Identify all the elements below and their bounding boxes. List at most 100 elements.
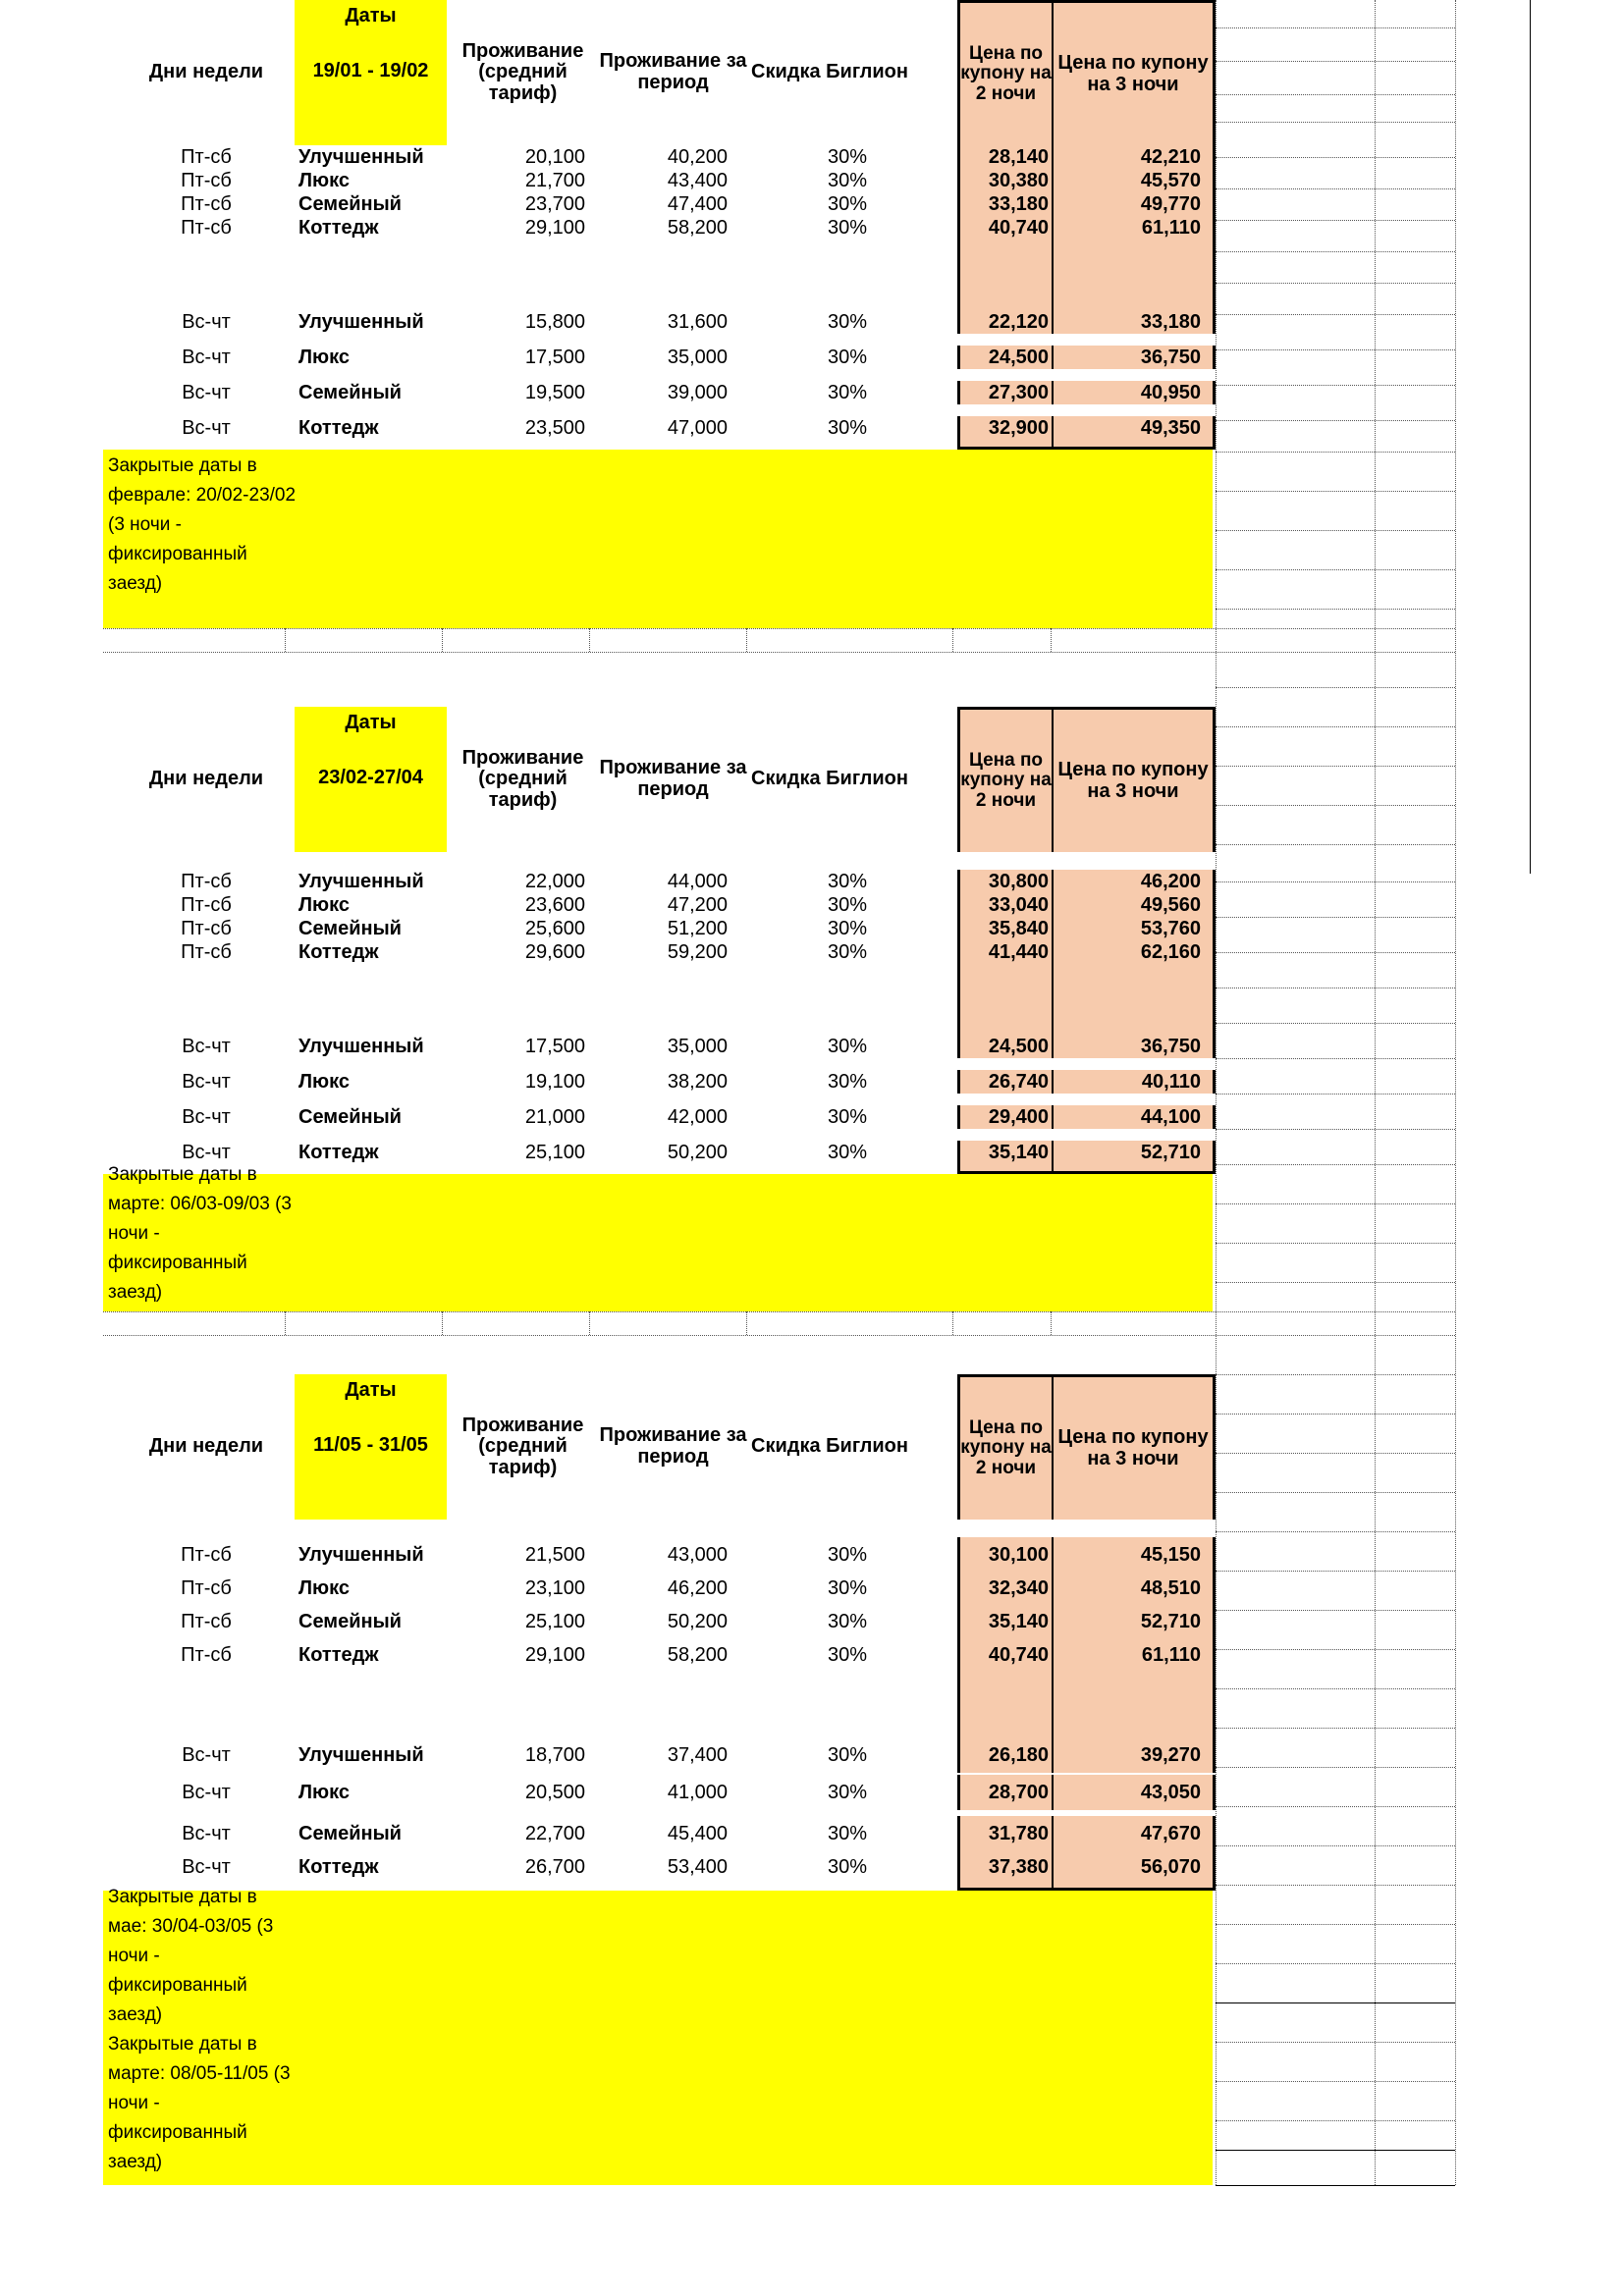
header-discount: Скидка Биглион <box>751 1435 908 1458</box>
grid-row-line <box>1216 2185 1455 2186</box>
cell-days: Вс-чт <box>182 417 231 439</box>
table-row: Пт-сб Улучшенный 21,500 43,000 30% 30,10… <box>0 1537 1623 1573</box>
grid-row-line <box>1216 420 1455 421</box>
cell-avg: 29,600 <box>524 941 585 963</box>
cell-discount: 30% <box>827 1577 867 1599</box>
cell-coupon2: 24,500 <box>957 346 1054 369</box>
cell-coupon2: 27,300 <box>957 381 1054 404</box>
cell-coupon3: 62,160 <box>1054 940 1216 964</box>
cell-discount: 30% <box>827 1611 867 1632</box>
grid-row-line <box>1216 1414 1455 1415</box>
grid-col-line <box>1455 0 1456 2185</box>
grid-col-line <box>589 1311 590 1335</box>
cell-discount: 30% <box>827 170 867 191</box>
coupon3-band-filler <box>1054 240 1216 310</box>
grid-row-line <box>1216 61 1455 62</box>
cell-coupon3: 49,350 <box>1054 416 1216 440</box>
cell-room: Коттедж <box>298 1856 379 1878</box>
cell-coupon3: 44,100 <box>1054 1105 1216 1129</box>
grid-row-line <box>1216 917 1455 918</box>
grid-row-line <box>1216 530 1455 531</box>
grid-col-line <box>746 628 747 652</box>
cell-avg: 22,700 <box>524 1823 585 1844</box>
grid-row-line <box>1216 1885 1455 1886</box>
cell-coupon3: 52,710 <box>1054 1141 1216 1164</box>
cell-discount: 30% <box>827 894 867 916</box>
block-2-dates-value: 23/02-27/04 <box>318 766 423 788</box>
cell-coupon2: 40,740 <box>957 1637 1054 1673</box>
header-coupon-3-nights: Цена по купону на 3 ночи <box>1054 707 1216 852</box>
header-avg-tariff: Проживание (средний тариф) <box>461 1414 584 1478</box>
table-row: Пт-сб Улучшенный 22,000 44,000 30% 30,80… <box>0 870 1623 893</box>
cell-coupon3: 47,670 <box>1054 1816 1216 1851</box>
table-row: Вс-чт Коттедж 25,100 50,200 30% 35,140 5… <box>0 1141 1623 1164</box>
grid-col-line <box>589 628 590 652</box>
cell-period: 51,200 <box>667 918 728 939</box>
cell-discount: 30% <box>827 1644 867 1666</box>
grid-row-line <box>1216 609 1455 610</box>
cell-room: Люкс <box>298 1782 350 1803</box>
cell-avg: 18,700 <box>524 1744 585 1766</box>
coupon2-band-end <box>957 1883 1054 1891</box>
cell-discount: 30% <box>827 1856 867 1878</box>
grid-sep-line <box>103 1311 1455 1312</box>
grid-row-line <box>1216 726 1455 727</box>
cell-avg: 23,600 <box>524 894 585 916</box>
grid-row-line <box>1216 1806 1455 1807</box>
grid-row-line <box>1216 1243 1455 1244</box>
grid-col-line <box>746 1311 747 1335</box>
table-row: Пт-сб Улучшенный 20,100 40,200 30% 28,14… <box>0 145 1623 169</box>
cell-room: Семейный <box>298 1823 402 1844</box>
cell-coupon3: 43,050 <box>1054 1775 1216 1810</box>
header-days: Дни недели <box>148 61 264 83</box>
cell-coupon3: 39,270 <box>1054 1737 1216 1773</box>
cell-days: Пт-сб <box>181 871 232 892</box>
cell-period: 59,200 <box>667 941 728 963</box>
cell-days: Вс-чт <box>182 1744 231 1766</box>
closed-dates-note-1: Закрытые даты в феврале: 20/02-23/02 (3 … <box>108 455 297 594</box>
table-row: Вс-чт Коттедж 23,500 47,000 30% 32,900 4… <box>0 416 1623 440</box>
cell-avg: 15,800 <box>524 311 585 333</box>
grid-row-line <box>1216 385 1455 386</box>
cell-days: Пт-сб <box>181 918 232 939</box>
cell-room: Люкс <box>298 347 350 368</box>
cell-period: 43,400 <box>667 170 728 191</box>
cell-discount: 30% <box>827 918 867 939</box>
coupon2-band-end <box>957 440 1054 450</box>
grid-col-line <box>1051 1311 1052 1335</box>
cell-days: Вс-чт <box>182 1071 231 1093</box>
cell-discount: 30% <box>827 941 867 963</box>
cell-coupon2: 41,440 <box>957 940 1054 964</box>
cell-avg: 26,700 <box>524 1856 585 1878</box>
grid-row-line <box>1216 1610 1455 1611</box>
header-days: Дни недели <box>148 1435 264 1458</box>
grid-row-line <box>1216 1924 1455 1925</box>
cell-discount: 30% <box>827 871 867 892</box>
cell-discount: 30% <box>827 193 867 215</box>
cell-period: 53,400 <box>667 1856 728 1878</box>
cell-discount: 30% <box>827 1823 867 1844</box>
grid-row-line <box>1216 1963 1455 1964</box>
grid-row-line <box>1216 94 1455 95</box>
header-dates-cell: Даты 23/02-27/04 <box>295 707 447 852</box>
table-row: Вс-чт Коттедж 26,700 53,400 30% 37,380 5… <box>0 1849 1623 1885</box>
cell-room: Коттедж <box>298 941 379 963</box>
coupon3-band-filler <box>1054 1671 1216 1737</box>
grid-row-line <box>1216 1728 1455 1729</box>
cell-coupon3: 61,110 <box>1054 216 1216 240</box>
cell-coupon2: 35,140 <box>957 1604 1054 1639</box>
cell-coupon3: 49,770 <box>1054 192 1216 216</box>
cell-coupon3: 36,750 <box>1054 1035 1216 1058</box>
header-dates-cell: Даты 19/01 - 19/02 <box>295 0 447 145</box>
cell-days: Вс-чт <box>182 1823 231 1844</box>
cell-period: 50,200 <box>667 1142 728 1163</box>
header-coupon-3-nights: Цена по купону на 3 ночи <box>1054 1374 1216 1520</box>
grid-row-line <box>1216 2002 1455 2003</box>
cell-days: Пт-сб <box>181 941 232 963</box>
cell-avg: 21,700 <box>524 170 585 191</box>
cell-coupon2: 32,900 <box>957 416 1054 440</box>
cell-period: 58,200 <box>667 1644 728 1666</box>
cell-room: Семейный <box>298 918 402 939</box>
cell-days: Пт-сб <box>181 1544 232 1566</box>
grid-row-line <box>1216 1094 1455 1095</box>
